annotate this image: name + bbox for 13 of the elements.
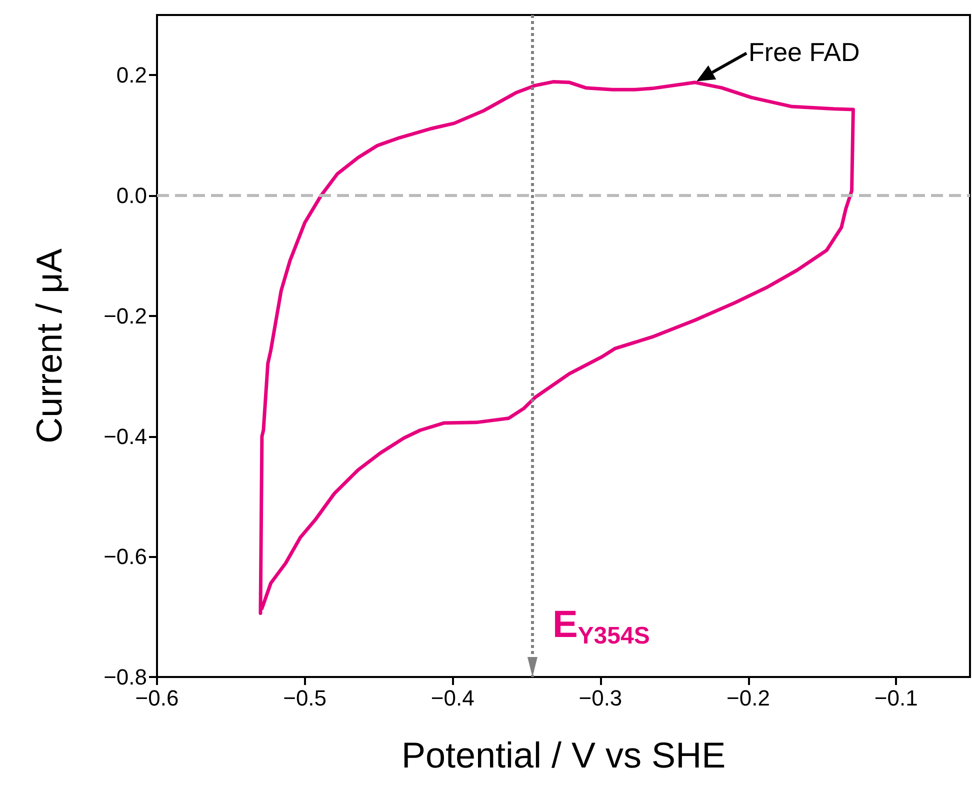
x-tick-label: −0.3: [578, 686, 622, 710]
y-tick-label: −0.4: [104, 424, 147, 449]
x-tick-label: −0.1: [874, 686, 918, 710]
y-tick-label: −0.2: [104, 303, 147, 328]
annotation: Free FAD: [748, 37, 860, 68]
x-tick-label: −0.5: [283, 686, 327, 710]
y-tick-label: 0.0: [116, 183, 147, 208]
y-tick-label: −0.6: [104, 544, 147, 570]
x-tick-label: −0.4: [430, 686, 474, 710]
x-tick-label: −0.2: [726, 686, 770, 710]
y-axis-title: Current / μA: [28, 248, 70, 444]
x-axis-title: Potential / V vs SHE: [401, 734, 726, 776]
y-tick-label: 0.2: [116, 62, 147, 88]
